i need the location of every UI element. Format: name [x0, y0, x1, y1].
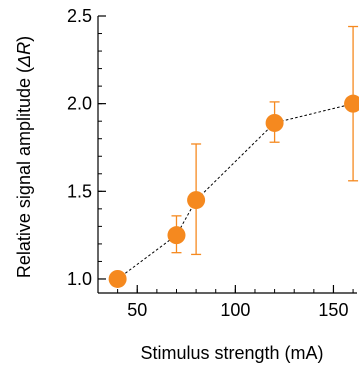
y-axis-title-prefix: Relative signal amplitude (: [14, 67, 34, 278]
data-point: [109, 270, 127, 288]
trend-line: [118, 104, 354, 279]
trend-line-group: [118, 104, 354, 279]
data-point: [167, 226, 185, 244]
x-axis-title: Stimulus strength (mA): [140, 343, 323, 363]
y-tick-label: 1.5: [67, 181, 92, 201]
y-tick-label: 1.0: [67, 269, 92, 289]
data-points: [109, 95, 359, 288]
error-bars: [171, 27, 358, 255]
x-tick-label: 100: [220, 300, 250, 320]
data-point: [344, 95, 359, 113]
y-tick-label: 2.5: [67, 6, 92, 26]
tick-labels: 1.0 1.5 2.0 2.5 50 100 150: [67, 6, 349, 320]
data-point: [266, 114, 284, 132]
x-tick-label: 50: [127, 300, 147, 320]
data-point: [187, 191, 205, 209]
y-axis-title: Relative signal amplitude (ΔR): [14, 36, 34, 278]
y-axis-title-symbol: ΔR: [14, 42, 34, 68]
y-tick-label: 2.0: [67, 94, 92, 114]
axes: [98, 16, 357, 293]
x-tick-label: 150: [318, 300, 348, 320]
y-axis-title-suffix: ): [14, 36, 34, 42]
